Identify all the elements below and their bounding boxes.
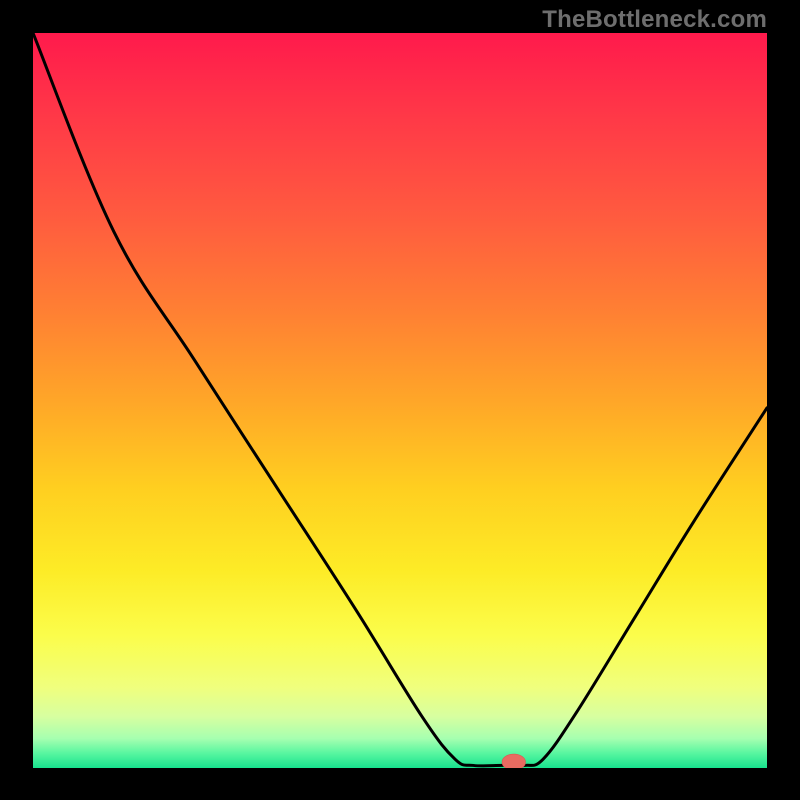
optimal-marker <box>502 754 525 768</box>
watermark-text: TheBottleneck.com <box>542 6 767 34</box>
chart-frame: TheBottleneck.com <box>0 0 800 800</box>
plot-area <box>33 33 767 768</box>
chart-svg <box>33 33 767 768</box>
gradient-background <box>33 33 767 768</box>
